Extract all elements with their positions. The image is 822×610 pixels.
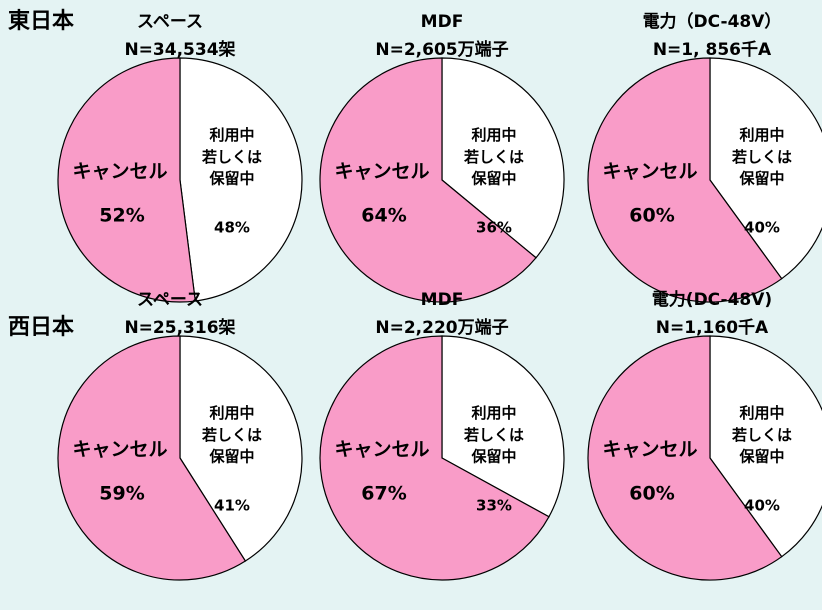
pie-slice <box>441 335 565 518</box>
pie-slice <box>57 335 247 581</box>
category-label: 利用中若しくは保留中 <box>731 404 792 466</box>
value-label: 41% <box>214 497 250 515</box>
value-label: 60% <box>629 483 674 505</box>
value-label: 52% <box>99 205 144 227</box>
pie-slice <box>441 57 565 259</box>
category-label: キャンセル <box>334 439 429 461</box>
pie-slice <box>57 57 196 303</box>
pie-slice <box>179 57 303 302</box>
pie-title: スペース <box>137 290 203 310</box>
category-label: キャンセル <box>602 161 697 183</box>
region-label: 西日本 <box>8 315 74 340</box>
pie-subtitle: N=2,220万端子 <box>375 317 508 338</box>
pie-title: MDF <box>421 290 464 310</box>
pie-slice <box>179 335 303 562</box>
pie-slice <box>709 57 822 280</box>
value-label: 33% <box>476 497 512 515</box>
pie-title: MDF <box>421 12 464 32</box>
value-label: 36% <box>476 219 512 237</box>
pie-slice <box>709 335 822 558</box>
value-label: 40% <box>744 497 780 515</box>
pie-title: スペース <box>137 12 203 32</box>
value-label: 67% <box>361 483 406 505</box>
value-label: 59% <box>99 483 144 505</box>
pie-slice <box>319 57 537 303</box>
value-label: 60% <box>629 205 674 227</box>
category-label: キャンセル <box>334 161 429 183</box>
pie-subtitle: N=1,160千A <box>656 318 769 338</box>
category-label: 利用中若しくは保留中 <box>463 404 524 466</box>
value-label: 40% <box>744 219 780 237</box>
category-label: 利用中若しくは保留中 <box>463 126 524 188</box>
pie-slice <box>587 335 783 581</box>
category-label: 利用中若しくは保留中 <box>731 126 792 188</box>
pie-subtitle: N=1, 856千A <box>653 40 772 60</box>
value-label: 48% <box>214 219 250 237</box>
category-label: キャンセル <box>72 439 167 461</box>
category-label: 利用中若しくは保留中 <box>201 404 262 466</box>
pie-subtitle: N=2,605万端子 <box>375 39 508 60</box>
pie-title: 電力(DC-48V) <box>652 289 772 310</box>
value-label: 64% <box>361 205 406 227</box>
category-label: キャンセル <box>72 161 167 183</box>
category-label: 利用中若しくは保留中 <box>201 126 262 188</box>
region-label: 東日本 <box>8 9 74 34</box>
pie-slice <box>319 335 550 581</box>
category-label: キャンセル <box>602 439 697 461</box>
pie-title: 電力（DC-48V） <box>643 11 782 32</box>
pie-subtitle: N=25,316架 <box>124 317 235 338</box>
pie-slice <box>587 57 783 303</box>
pie-subtitle: N=34,534架 <box>124 39 235 60</box>
